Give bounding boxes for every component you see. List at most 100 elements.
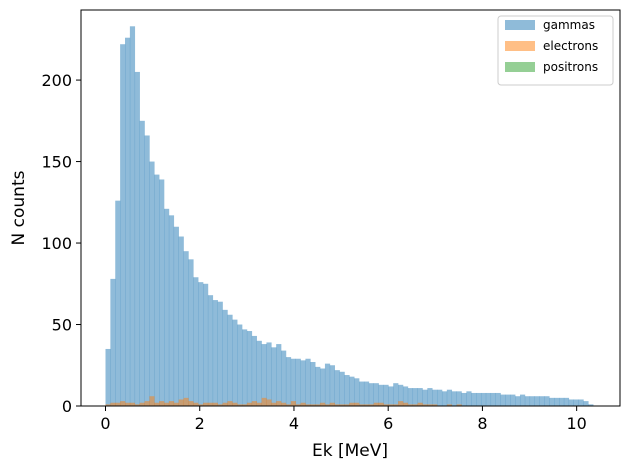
gammas-bar [495, 392, 501, 406]
gammas-bar [227, 314, 233, 406]
gammas-bar [144, 135, 150, 406]
gammas-bar [432, 389, 438, 406]
gammas-bar [412, 388, 418, 406]
gammas-bar [446, 389, 453, 406]
electrons-bar [373, 402, 379, 406]
electrons-bar [300, 402, 306, 406]
electrons-bar [266, 399, 272, 406]
gammas-bar [476, 392, 482, 406]
gammas-bar [271, 347, 277, 406]
electrons-bar [363, 404, 370, 406]
gammas-bar [251, 335, 257, 406]
electrons-bar [120, 401, 126, 406]
gammas-bar [315, 366, 321, 406]
electrons-bar [232, 402, 238, 406]
gammas-bar [427, 388, 433, 406]
gammas-bar [320, 368, 326, 406]
electrons-bar [261, 397, 267, 406]
gammas-bar [524, 396, 531, 406]
gammas-bar [281, 350, 287, 406]
gammas-bar [276, 344, 282, 406]
electrons-bar [144, 401, 150, 406]
electrons-bar [115, 402, 121, 406]
gammas-bar [285, 357, 292, 406]
gammas-bar [212, 300, 218, 406]
electrons-bar [378, 402, 384, 406]
gammas-bar [188, 259, 194, 406]
gammas-bar [485, 392, 492, 406]
electrons-bar [276, 401, 282, 406]
gammas-bar [237, 324, 243, 406]
gammas-bar [441, 391, 448, 406]
gammas-bar [149, 161, 155, 406]
electrons-bar [305, 404, 311, 406]
electrons-bar [217, 404, 223, 406]
gammas-bar [125, 37, 131, 406]
gammas-bar [178, 236, 184, 406]
electrons-bar [159, 401, 165, 406]
gammas-bar [417, 388, 423, 406]
gammas-bar [344, 375, 350, 406]
electrons-bar [134, 404, 140, 406]
electrons-bar [212, 402, 218, 406]
y-axis-title: N counts [9, 170, 29, 245]
x-tick-label: 8 [477, 414, 487, 433]
electrons-bar [237, 404, 243, 406]
gammas-bar [290, 358, 296, 406]
electrons-bar [188, 401, 194, 406]
electrons-bar [354, 402, 360, 406]
x-axis: 0 2 4 6 8 10 [100, 406, 587, 433]
gammas-bar [461, 392, 467, 406]
electrons-bar [178, 399, 184, 406]
y-axis: 0 50 100 150 200 [41, 71, 81, 416]
gammas-bar [193, 277, 199, 406]
gammas-bar [305, 358, 311, 406]
gammas-bar [500, 394, 506, 406]
gammas-bar [471, 392, 477, 406]
electrons-bar [110, 402, 116, 406]
x-axis-title: Ek [MeV] [312, 441, 388, 461]
gammas-bar [159, 179, 165, 406]
gammas-bar [490, 392, 496, 406]
electrons-bar [198, 404, 204, 406]
electrons-bar [129, 402, 136, 406]
electrons-bar [285, 404, 292, 406]
gammas-bar [373, 383, 379, 406]
gammas-bar [110, 278, 116, 406]
electrons-series [105, 396, 462, 406]
gammas-bar [588, 404, 594, 406]
gammas-bar [139, 120, 145, 406]
gammas-bar [451, 391, 457, 406]
x-tick-label: 4 [289, 414, 299, 433]
gammas-bar [246, 331, 253, 406]
gammas-bar [480, 392, 487, 406]
electrons-bar [125, 402, 131, 406]
gammas-bar [456, 391, 462, 406]
gammas-bar [549, 397, 555, 406]
gammas-bar [134, 71, 140, 406]
electrons-bar [412, 404, 418, 406]
gammas-bar [256, 340, 262, 406]
gammas-bar [515, 396, 521, 406]
electrons-bar [456, 404, 462, 406]
gammas-bar [578, 399, 584, 406]
gammas-bar [183, 251, 189, 406]
x-tick-label: 10 [566, 414, 586, 433]
y-tick-label: 100 [41, 234, 72, 253]
gammas-bar [324, 363, 331, 406]
gammas-bar [388, 386, 394, 406]
electrons-bar [203, 402, 209, 406]
electrons-bar [339, 404, 345, 406]
electrons-bar [359, 404, 365, 406]
gammas-bar [363, 381, 370, 406]
electrons-bar [407, 404, 414, 406]
electrons-bar [349, 402, 355, 406]
gammas-bar [505, 394, 511, 406]
electrons-bar [388, 404, 394, 406]
gammas-bar [422, 389, 428, 406]
electrons-bar [139, 402, 145, 406]
electrons-bar [446, 404, 453, 406]
electrons-bar [334, 404, 340, 406]
electrons-bar [227, 401, 233, 406]
gammas-bar [568, 399, 574, 406]
